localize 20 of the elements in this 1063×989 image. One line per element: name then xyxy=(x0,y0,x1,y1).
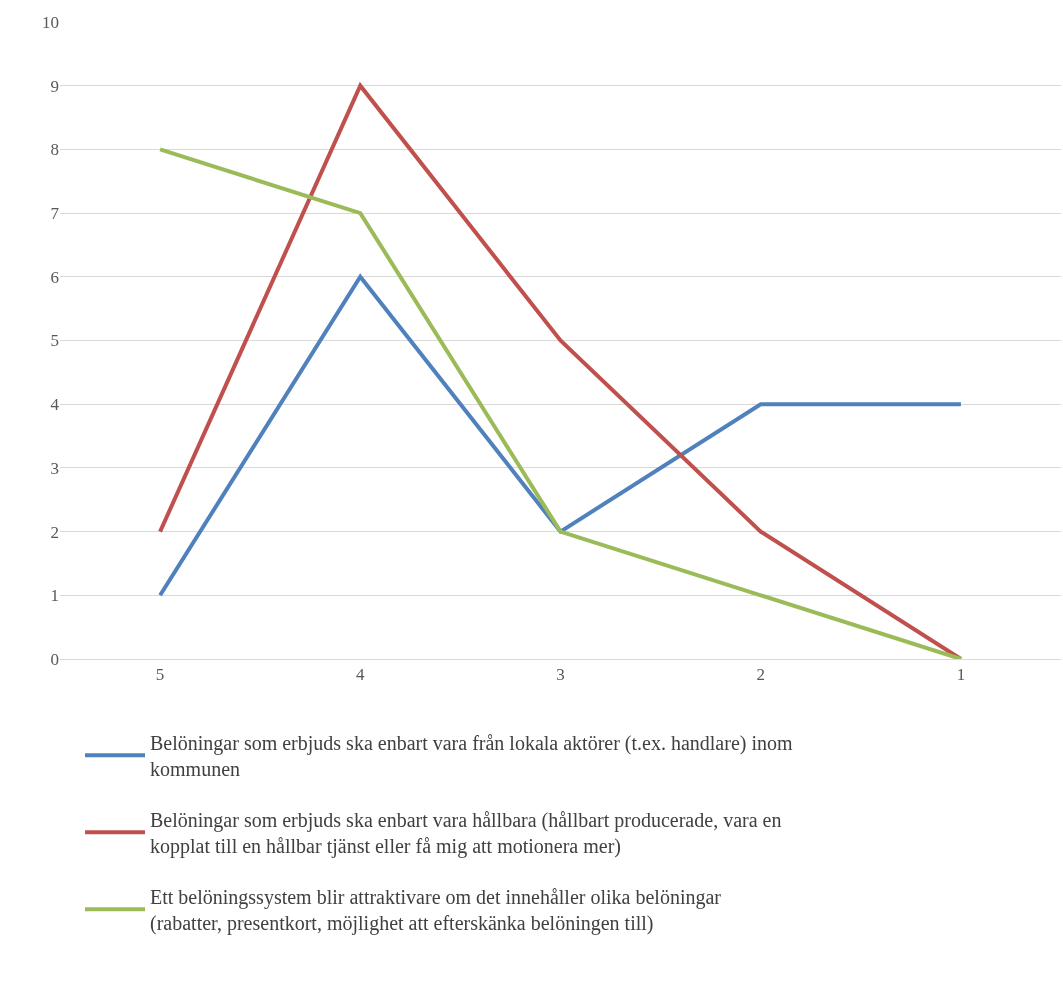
x-tick-label: 3 xyxy=(556,665,565,685)
y-tick-label: 5 xyxy=(50,331,59,351)
legend-label: Belöningar som erbjuds ska enbart vara hållbara (hållbart producerade, vara en kopplat till en hållbar tjänst eller få mig att motionera mer) xyxy=(150,809,782,858)
y-tick-label: 0 xyxy=(50,649,59,669)
legend-label: Ett belöningssystem blir attraktivare om det innehåller olika belöningar (rabatter, presentkort, möjlighet att efterskänka belöningen till) xyxy=(150,886,722,935)
x-tick-label: 5 xyxy=(155,665,165,685)
x-tick-label: 4 xyxy=(356,665,366,685)
y-tick-label: 7 xyxy=(50,204,60,224)
y-tick-label: 1 xyxy=(50,586,59,606)
line-series xyxy=(158,274,963,598)
y-tick-label: 4 xyxy=(50,395,60,415)
y-tick-label: 6 xyxy=(50,267,59,287)
x-tick-label: 1 xyxy=(956,665,966,685)
x-tick-label: 2 xyxy=(756,665,765,685)
y-tick-label: 9 xyxy=(50,76,59,96)
y-tick-label: 2 xyxy=(50,522,59,542)
y-tick-label: 3 xyxy=(50,458,59,478)
y-tick-label: 8 xyxy=(50,140,59,160)
legend-label: Belöningar som erbjuds ska enbart vara från lokala aktörer (t.ex. handlare) inom kommunen xyxy=(150,732,793,780)
y-tick-label: 10 xyxy=(42,12,59,32)
